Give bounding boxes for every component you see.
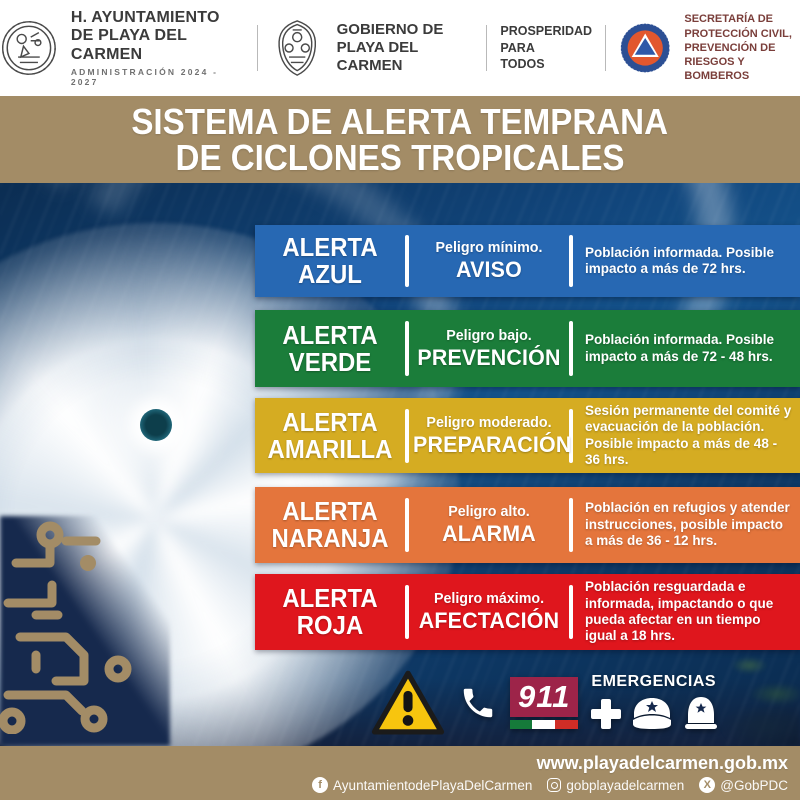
alert-row-azul: ALERTA AZUL Peligro mínimo. AVISO Poblaci… xyxy=(255,225,800,297)
bar-divider xyxy=(569,235,573,287)
header-divider xyxy=(486,25,488,71)
bar-divider xyxy=(405,235,409,287)
x-handle: @GobPDC xyxy=(720,777,788,793)
prosperidad-line2: PARA xyxy=(500,40,535,55)
ayuntamiento-line1: H. AYUNTAMIENTO xyxy=(70,8,220,26)
alert-description: Población en refugios y atender instrucc… xyxy=(585,500,790,549)
secretaria-line2: PROTECCIÓN CIVIL, xyxy=(684,27,792,40)
alert-description: Población informada. Posible impacto a m… xyxy=(585,332,775,364)
alert-level: Peligro moderado. PREPARACIÓN xyxy=(413,413,572,457)
bar-divider xyxy=(569,497,573,553)
header-divider xyxy=(257,25,259,71)
police-cap-icon xyxy=(633,698,672,729)
secretaria-line4: RIESGOS Y BOMBEROS xyxy=(684,56,750,83)
gobierno-line2: PLAYA DEL CARMEN xyxy=(336,39,419,74)
bar-divider xyxy=(405,584,409,640)
alert-row-amarilla: ALERTA AMARILLA Peligro moderado. PREPARA… xyxy=(255,398,800,473)
alert-name: ALERTA NARANJA xyxy=(271,496,389,553)
facebook-link[interactable]: f AyuntamientodePlayaDelCarmen xyxy=(312,777,532,793)
emergency-strip: 911 EMERGENCIAS xyxy=(370,663,719,743)
secretaria-line1: SECRETARÍA DE xyxy=(684,13,773,26)
alert-description: Población informada. Posible impacto a m… xyxy=(585,244,775,276)
alert-row-roja: ALERTA ROJA Peligro máximo. AFECTACIÓN Po… xyxy=(255,574,800,650)
emergencias-label: EMERGENCIAS xyxy=(591,673,717,690)
social-links: f AyuntamientodePlayaDelCarmen gobplayad… xyxy=(312,777,788,793)
bar-divider xyxy=(569,408,573,463)
bar-divider xyxy=(405,320,409,377)
alert-description: Población resguardada e informada, impac… xyxy=(585,579,774,644)
title-band: SISTEMA DE ALERTA TEMPRANA DE CICLONES T… xyxy=(0,96,800,183)
warning-triangle-icon xyxy=(371,670,445,735)
alert-level: Peligro alto. ALARMA xyxy=(442,503,536,546)
instagram-handle: gobplayadelcarmen xyxy=(566,777,685,793)
hurricane-eye xyxy=(140,409,172,441)
ayuntamiento-seal-icon xyxy=(1,21,56,75)
alert-name: ALERTA ROJA xyxy=(282,583,378,640)
alert-level: Peligro bajo. PREVENCIÓN xyxy=(417,326,561,370)
header-bar: H. AYUNTAMIENTO DE PLAYA DEL CARMEN ADMI… xyxy=(0,0,800,96)
alert-row-verde: ALERTA VERDE Peligro bajo. PREVENCIÓN Pob… xyxy=(255,310,800,387)
prosperidad-text: PROSPERIDAD PARA TODOS xyxy=(500,23,592,74)
gobierno-crest-icon xyxy=(278,20,317,76)
header-divider xyxy=(605,25,606,71)
footer-bar: www.playadelcarmen.gob.mx f Ayuntamiento… xyxy=(0,746,800,800)
secretaria-text: SECRETARÍA DE PROTECCIÓN CIVIL, PREVENCI… xyxy=(684,12,800,83)
facebook-icon: f xyxy=(312,777,329,793)
emergencias-group: EMERGENCIAS xyxy=(591,673,719,733)
main-graphic-area: ALERTA AZUL Peligro mínimo. AVISO Poblaci… xyxy=(0,183,800,746)
circuit-pattern xyxy=(0,521,132,734)
911-number: 911 xyxy=(510,677,579,717)
alert-description: Sesión permanente del comité y evacuació… xyxy=(585,402,792,467)
emergency-number-911: 911 xyxy=(510,677,579,729)
instagram-icon xyxy=(547,778,562,792)
secretaria-line3: PREVENCIÓN DE xyxy=(684,41,776,54)
alert-level: Peligro mínimo. AVISO xyxy=(435,239,543,282)
gobierno-line1: GOBIERNO DE xyxy=(336,21,444,38)
facebook-handle: AyuntamientodePlayaDelCarmen xyxy=(333,777,533,793)
prosperidad-line3: TODOS xyxy=(500,57,545,72)
emergency-icons xyxy=(591,695,719,733)
alert-level: Peligro máximo. AFECTACIÓN xyxy=(418,590,560,633)
medical-cross-icon xyxy=(591,699,622,729)
bar-divider xyxy=(405,497,409,553)
alert-name: ALERTA AZUL xyxy=(282,232,378,289)
alert-row-naranja: ALERTA NARANJA Peligro alto. ALARMA Pobla… xyxy=(255,487,800,563)
ayuntamiento-text: H. AYUNTAMIENTO DE PLAYA DEL CARMEN ADMI… xyxy=(71,9,245,87)
alert-name: ALERTA AMARILLA xyxy=(267,406,393,464)
phone-icon xyxy=(463,688,493,718)
bar-divider xyxy=(405,408,409,463)
gobierno-text: GOBIERNO DE PLAYA DEL CARMEN xyxy=(337,21,474,75)
mexico-flag-stripe xyxy=(510,720,579,729)
instagram-link[interactable]: gobplayadelcarmen xyxy=(547,778,684,793)
prosperidad-line1: PROSPERIDAD xyxy=(500,23,593,38)
page-title-line1: SISTEMA DE ALERTA TEMPRANA xyxy=(131,100,669,142)
proteccion-civil-seal-icon xyxy=(620,23,671,73)
bar-divider xyxy=(569,584,573,640)
bar-divider xyxy=(569,320,573,377)
ayuntamiento-line2: DE PLAYA DEL CARMEN xyxy=(70,27,187,63)
firefighter-helmet-icon xyxy=(685,697,718,729)
alert-name: ALERTA VERDE xyxy=(282,319,378,377)
x-icon: X xyxy=(699,777,716,793)
ayuntamiento-admin: ADMINISTRACIÓN 2024 - 2027 xyxy=(70,67,219,88)
x-link[interactable]: X @GobPDC xyxy=(699,777,788,793)
website-link[interactable]: www.playadelcarmen.gob.mx xyxy=(536,753,788,773)
page-title-line2: DE CICLONES TROPICALES xyxy=(175,136,625,178)
